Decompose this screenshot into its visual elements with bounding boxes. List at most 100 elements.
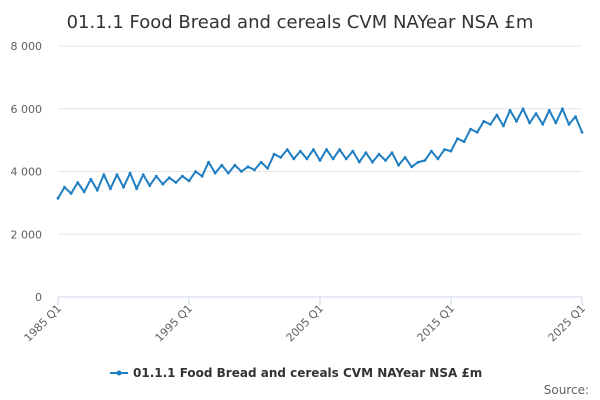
y-tick-label: 4 000	[11, 166, 43, 179]
data-point[interactable]	[318, 159, 322, 162]
plot-area	[56, 107, 584, 200]
data-point[interactable]	[102, 173, 106, 177]
data-point[interactable]	[63, 185, 66, 189]
data-point[interactable]	[141, 173, 145, 177]
data-point[interactable]	[488, 123, 492, 126]
data-point[interactable]	[292, 157, 296, 161]
data-point[interactable]	[128, 171, 132, 175]
data-point[interactable]	[580, 130, 584, 134]
y-tick-label: 0	[35, 291, 42, 304]
data-point[interactable]	[109, 187, 112, 191]
data-point[interactable]	[259, 160, 263, 164]
data-point[interactable]	[272, 152, 276, 156]
data-point[interactable]	[246, 165, 250, 169]
data-point[interactable]	[253, 168, 256, 172]
data-point[interactable]	[567, 123, 571, 126]
data-point[interactable]	[436, 157, 440, 161]
data-point[interactable]	[135, 187, 139, 191]
data-point[interactable]	[469, 127, 472, 131]
data-point[interactable]	[69, 192, 73, 195]
data-point[interactable]	[213, 171, 217, 175]
legend-marker	[116, 370, 122, 376]
data-point[interactable]	[534, 112, 538, 115]
data-point[interactable]	[449, 149, 453, 153]
data-point[interactable]	[364, 151, 368, 155]
data-point[interactable]	[541, 123, 545, 126]
data-point[interactable]	[122, 185, 125, 189]
data-point[interactable]	[56, 196, 60, 200]
data-point[interactable]	[115, 173, 119, 177]
data-point[interactable]	[456, 137, 459, 141]
data-point[interactable]	[357, 160, 361, 164]
data-point[interactable]	[482, 119, 486, 123]
data-point[interactable]	[410, 165, 414, 169]
data-point[interactable]	[547, 108, 551, 112]
y-tick-label: 8 000	[11, 40, 43, 53]
legend[interactable]: 01.1.1 Food Bread and cereals CVM NAYear…	[110, 366, 482, 380]
x-axis: 1985 Q1 1995 Q1 2005 Q1 2015 Q1 2025 Q1	[22, 296, 589, 345]
data-point[interactable]	[416, 160, 420, 164]
data-point[interactable]	[554, 121, 558, 125]
data-point[interactable]	[403, 156, 407, 159]
data-point[interactable]	[495, 113, 499, 117]
legend-label: 01.1.1 Food Bread and cereals CVM NAYear…	[133, 366, 482, 380]
data-point[interactable]	[397, 163, 400, 167]
data-point[interactable]	[390, 151, 394, 155]
data-point[interactable]	[76, 181, 80, 184]
data-point[interactable]	[174, 181, 178, 184]
data-point[interactable]	[338, 148, 341, 151]
series-line[interactable]	[57, 107, 583, 199]
data-point[interactable]	[167, 176, 171, 180]
data-point[interactable]	[95, 188, 99, 192]
data-point[interactable]	[508, 108, 512, 112]
data-point[interactable]	[148, 184, 152, 188]
data-point[interactable]	[154, 174, 158, 178]
data-point[interactable]	[207, 160, 211, 164]
chart-title: 01.1.1 Food Bread and cereals CVM NAYear…	[67, 12, 534, 33]
data-point[interactable]	[430, 149, 433, 153]
x-tick-label: 2025 Q1	[546, 302, 589, 345]
data-point[interactable]	[384, 159, 387, 162]
data-point[interactable]	[377, 152, 381, 156]
y-tick-label: 2 000	[11, 228, 43, 241]
data-point[interactable]	[266, 167, 269, 170]
grid-lines	[58, 45, 582, 298]
data-point[interactable]	[344, 157, 348, 161]
data-point[interactable]	[233, 163, 237, 167]
data-point[interactable]	[299, 149, 302, 153]
data-point[interactable]	[187, 179, 191, 183]
source-label: Source:	[544, 383, 589, 397]
data-point[interactable]	[561, 107, 564, 111]
data-point[interactable]	[200, 174, 204, 178]
data-point[interactable]	[515, 119, 518, 123]
data-point[interactable]	[331, 157, 335, 161]
x-tick-label: 1985 Q1	[22, 302, 65, 345]
x-tick-label: 2015 Q1	[415, 302, 458, 345]
x-tick-label: 2005 Q1	[284, 302, 327, 345]
data-point[interactable]	[220, 163, 224, 167]
y-tick-label: 6 000	[11, 103, 43, 116]
data-point[interactable]	[443, 148, 446, 151]
data-point[interactable]	[312, 148, 315, 151]
data-point[interactable]	[161, 182, 165, 186]
data-point[interactable]	[89, 177, 93, 181]
data-point[interactable]	[279, 156, 283, 159]
data-point[interactable]	[521, 107, 525, 111]
data-point[interactable]	[475, 130, 479, 134]
data-point[interactable]	[574, 115, 577, 118]
data-point[interactable]	[226, 171, 230, 175]
data-point[interactable]	[240, 170, 243, 173]
data-point[interactable]	[371, 160, 374, 164]
data-point[interactable]	[462, 140, 466, 144]
data-point[interactable]	[194, 170, 198, 173]
data-point[interactable]	[305, 157, 309, 161]
data-point[interactable]	[181, 174, 184, 178]
data-point[interactable]	[82, 190, 86, 194]
data-point[interactable]	[502, 124, 505, 128]
data-point[interactable]	[325, 148, 328, 151]
data-point[interactable]	[351, 149, 355, 153]
data-point[interactable]	[528, 121, 531, 125]
data-point[interactable]	[285, 148, 289, 151]
data-point[interactable]	[423, 159, 427, 162]
